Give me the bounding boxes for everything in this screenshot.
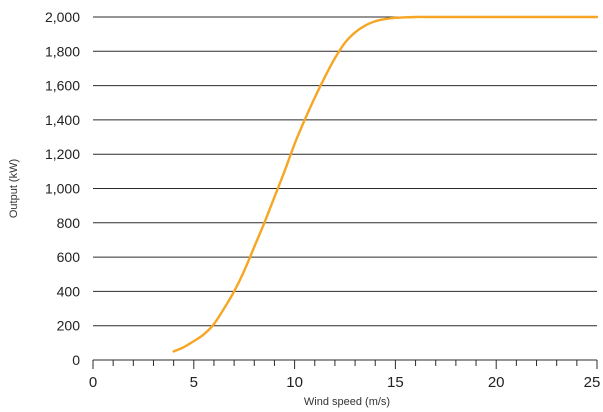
y-tick-label: 400: [57, 283, 81, 299]
x-tick-label: 10: [286, 374, 303, 391]
x-tick-label: 15: [387, 374, 404, 391]
y-tick-label: 0: [72, 352, 80, 368]
x-tick-labels: 0 5 10 15 20 25: [89, 374, 601, 391]
y-tick-label: 2,000: [45, 9, 80, 25]
x-tick-label: 20: [488, 374, 505, 391]
x-tick-label: 5: [190, 374, 198, 391]
y-tick-label: 600: [57, 249, 81, 265]
y-tick-labels: 0 200 400 600 800 1,000 1,200 1,400 1,600 1,800 2,…: [45, 9, 80, 368]
y-tick-label: 1,800: [45, 43, 80, 59]
x-axis: [92, 359, 598, 369]
x-tick-label: 0: [89, 374, 97, 391]
y-tick-label: 800: [57, 215, 81, 231]
x-axis-label: Wind speed (m/s): [304, 396, 390, 408]
y-tick-label: 1,600: [45, 78, 80, 94]
series-layer: [172, 15, 599, 353]
y-tick-label: 1,200: [45, 146, 80, 162]
y-gridlines: [93, 16, 597, 327]
x-tick-label: 25: [584, 374, 601, 391]
y-tick-label: 200: [57, 318, 81, 334]
y-tick-label: 1,400: [45, 112, 80, 128]
y-tick-label: 1,000: [45, 181, 80, 197]
y-axis-label: Output (kW): [8, 159, 20, 218]
power-curve-line: [172, 15, 599, 353]
